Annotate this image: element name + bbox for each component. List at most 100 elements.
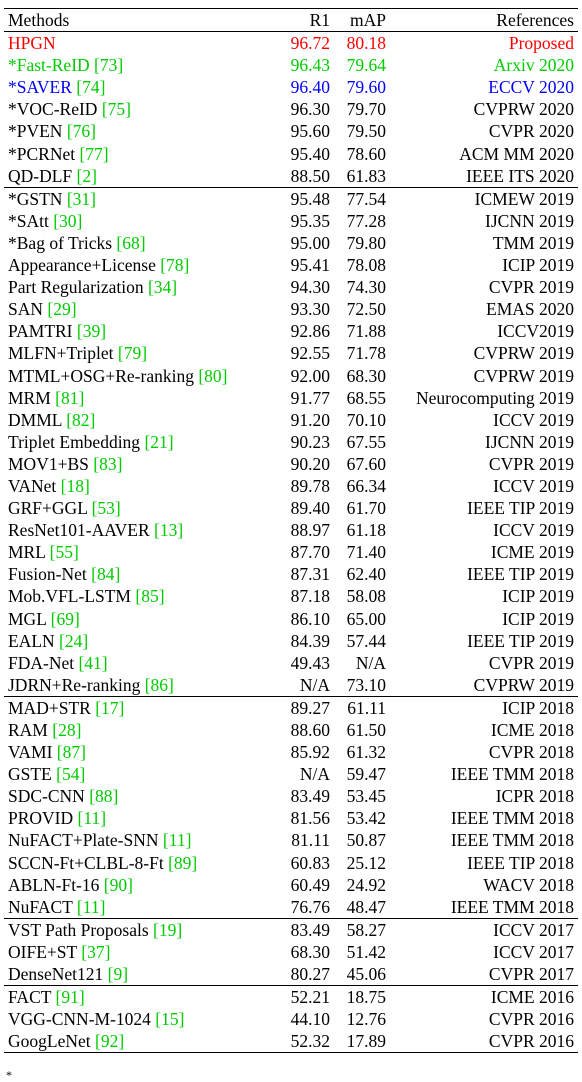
reference-cell: CVPRW 2019	[473, 343, 574, 364]
table-row: EALN [24] 84.39 57.44 IEEE TIP 2019	[4, 630, 578, 652]
reference-cell: ICIP 2018	[502, 697, 574, 718]
citation-link[interactable]: [11]	[76, 896, 106, 917]
citation-link[interactable]: [80]	[198, 365, 228, 386]
citation-link[interactable]: [88]	[89, 786, 119, 807]
group-rule	[4, 695, 578, 697]
citation-link[interactable]: [76]	[66, 121, 96, 142]
citation-link[interactable]: [2]	[76, 165, 97, 186]
method-cell: VAMI [87]	[4, 741, 274, 763]
citation-link[interactable]: [21]	[144, 431, 174, 452]
table-row: SAN [29] 93.30 72.50 EMAS 2020	[4, 298, 578, 320]
citation-link[interactable]: [84]	[91, 564, 121, 585]
citation-link[interactable]: [39]	[76, 321, 107, 342]
table-row: Mob.VFL-LSTM [85] 87.18 58.08 ICIP 2019	[4, 585, 578, 607]
method-name: OIFE+ST	[8, 941, 77, 962]
reference-cell: ICMEW 2019	[474, 188, 574, 209]
citation-link[interactable]: [53]	[91, 498, 121, 519]
citation-link[interactable]: [34]	[147, 277, 178, 298]
citation-link[interactable]: [30]	[53, 210, 83, 231]
header-row: Methods R1 mAP References	[4, 9, 578, 31]
reference-cell: IJCNN 2019	[485, 431, 574, 452]
citation-link[interactable]: [86]	[144, 674, 174, 695]
table-row: NuFACT [11] 76.76 48.47 IEEE TMM 2018	[4, 896, 578, 918]
header-map: mAP	[350, 10, 386, 30]
citation-link[interactable]: [18]	[60, 475, 90, 496]
r1-cell: N/A	[299, 674, 330, 695]
citation-link[interactable]: [82]	[66, 409, 96, 430]
group-rule	[4, 985, 578, 987]
method-name: PROVID	[8, 808, 74, 829]
r1-cell: 88.97	[290, 520, 330, 541]
method-cell: PROVID [11]	[4, 807, 274, 829]
citation-link[interactable]: [68]	[116, 232, 146, 253]
method-cell: *PVEN [76]	[4, 120, 274, 142]
citation-link[interactable]: [29]	[47, 299, 77, 320]
table-row: GSTE [54] N/A 59.47 IEEE TMM 2018	[4, 763, 578, 785]
citation-link[interactable]: [73]	[94, 55, 124, 76]
method-name: Triplet Embedding	[8, 431, 141, 452]
citation-link[interactable]: [77]	[79, 143, 109, 164]
citation-link[interactable]: [85]	[135, 586, 165, 607]
method-name: MOV1+BS	[8, 453, 89, 474]
r1-cell: 95.35	[290, 210, 330, 231]
method-cell: MRM [81]	[4, 387, 274, 409]
r1-cell: 95.48	[290, 188, 330, 209]
citation-link[interactable]: [78]	[160, 255, 190, 276]
table-row: MGL [69] 86.10 65.00 ICIP 2019	[4, 608, 578, 630]
citation-link[interactable]: [37]	[81, 941, 111, 962]
method-name: *VOC-ReID	[8, 99, 98, 120]
map-cell: 18.75	[346, 987, 386, 1008]
citation-link[interactable]: [28]	[52, 720, 82, 740]
table-row: QD-DLF [2] 88.50 61.83 IEEE ITS 2020	[4, 165, 578, 187]
citation-link[interactable]: [54]	[56, 764, 86, 785]
citation-link[interactable]: [74]	[76, 77, 106, 98]
map-cell: 61.11	[347, 697, 386, 718]
reference-cell: ECCV 2020	[488, 77, 574, 98]
results-table: Methods R1 mAP References HPGN 96.72 80.18…	[4, 8, 578, 1054]
citation-link[interactable]: [75]	[101, 99, 131, 120]
table-row: *VOC-ReID [75] 96.30 79.70 CVPRW 2020	[4, 98, 578, 120]
citation-link[interactable]: [89]	[168, 852, 198, 873]
citation-link[interactable]: [79]	[117, 343, 148, 364]
citation-link[interactable]: [69]	[50, 608, 80, 629]
citation-link[interactable]: [55]	[49, 542, 79, 563]
map-cell: 79.60	[346, 77, 386, 98]
method-name: MRM	[8, 387, 51, 408]
method-name: GoogLeNet	[8, 1031, 91, 1052]
citation-link[interactable]: [81]	[55, 387, 85, 408]
reference-cell: IEEE TIP 2019	[467, 630, 574, 651]
reference-cell: ICME 2019	[490, 542, 574, 563]
method-name: ABLN-Ft-16	[8, 874, 100, 895]
map-cell: 61.70	[346, 498, 386, 519]
method-name: EALN	[8, 630, 55, 651]
method-name: Appearance+License	[8, 255, 156, 276]
r1-cell: 94.30	[290, 277, 330, 298]
citation-link[interactable]: [90]	[103, 874, 133, 895]
citation-link[interactable]: [17]	[95, 697, 125, 718]
citation-link[interactable]: [87]	[56, 742, 86, 763]
method-name: FACT	[8, 987, 52, 1008]
citation-link[interactable]: [9]	[107, 964, 129, 985]
citation-link[interactable]: [11]	[162, 830, 192, 851]
citation-link[interactable]: [83]	[93, 453, 123, 474]
method-cell: GRF+GGL [53]	[4, 497, 274, 519]
citation-link[interactable]: [11]	[77, 808, 107, 829]
r1-cell: 96.30	[290, 99, 330, 120]
method-name: *SAtt	[8, 210, 49, 231]
citation-link[interactable]: [19]	[153, 919, 183, 940]
citation-link[interactable]: [41]	[78, 652, 108, 673]
r1-cell: 95.41	[290, 255, 330, 276]
map-cell: 61.50	[346, 720, 386, 740]
table-row: *GSTN [31] 95.48 77.54 ICMEW 2019	[4, 188, 578, 210]
r1-cell: 96.72	[290, 33, 330, 54]
citation-link[interactable]: [13]	[154, 520, 184, 541]
reference-cell: ICCV 2017	[493, 941, 574, 962]
citation-link[interactable]: [15]	[155, 1009, 185, 1030]
method-cell: VANet [18]	[4, 475, 274, 497]
method-name: *Fast-ReID	[8, 55, 90, 76]
citation-link[interactable]: [92]	[95, 1031, 125, 1052]
citation-link[interactable]: [24]	[59, 630, 89, 651]
r1-cell: 49.43	[290, 652, 330, 673]
citation-link[interactable]: [31]	[66, 188, 96, 209]
citation-link[interactable]: [91]	[55, 987, 85, 1008]
